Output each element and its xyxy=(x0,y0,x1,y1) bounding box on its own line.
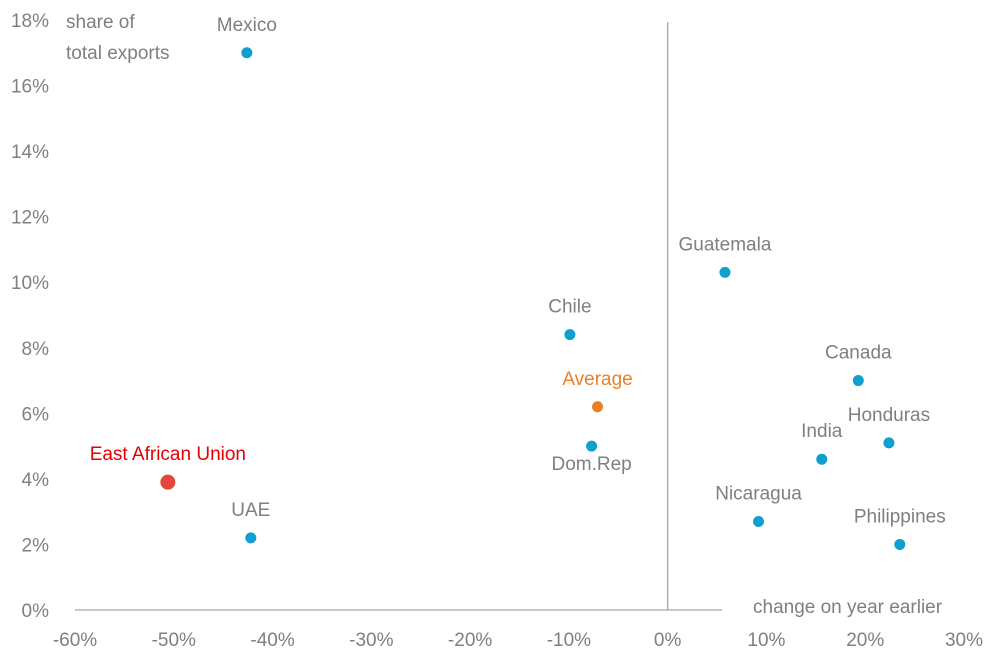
data-label: Canada xyxy=(825,343,892,364)
data-point xyxy=(241,47,253,59)
x-tick-label: -60% xyxy=(53,630,97,651)
x-axis-label: change on year earlier xyxy=(753,597,943,618)
tick-labels: -60% -50% -40% -30% -20% -10% 0% 10% 20% 30% 0% 2% 4… xyxy=(11,11,983,651)
data-label: East African Union xyxy=(90,444,246,465)
y-axis-label-line-1: share of xyxy=(66,12,135,33)
data-point xyxy=(564,329,576,341)
data-point xyxy=(245,532,257,544)
y-tick-label: 6% xyxy=(22,404,50,425)
x-tick-label: -10% xyxy=(547,630,591,651)
x-tick-label: -30% xyxy=(349,630,393,651)
y-tick-label: 8% xyxy=(22,339,50,360)
x-tick-label: 20% xyxy=(846,630,884,651)
y-tick-label: 14% xyxy=(11,142,49,163)
data-label: Chile xyxy=(548,297,591,318)
y-tick-label: 18% xyxy=(11,11,49,32)
data-label: UAE xyxy=(231,500,270,521)
data-point xyxy=(894,538,906,550)
data-label: Philippines xyxy=(854,506,946,527)
x-tick-label: -20% xyxy=(448,630,492,651)
x-tick-label: 30% xyxy=(945,630,983,651)
y-tick-label: 2% xyxy=(22,535,50,556)
data-label: India xyxy=(801,421,843,442)
y-tick-label: 4% xyxy=(22,470,50,491)
y-tick-label: 16% xyxy=(11,77,49,98)
y-tick-label: 0% xyxy=(22,601,50,622)
data-point xyxy=(592,401,604,413)
x-tick-label: -50% xyxy=(152,630,196,651)
axes xyxy=(75,22,722,611)
x-tick-label: 10% xyxy=(747,630,785,651)
data-point xyxy=(852,375,864,387)
y-tick-label: 12% xyxy=(11,208,49,229)
x-tick-label: -40% xyxy=(250,630,294,651)
data-label: Dom.Rep xyxy=(551,454,631,475)
data-label: Honduras xyxy=(848,405,930,426)
data-point xyxy=(816,453,828,465)
data-point xyxy=(719,266,731,278)
y-tick-label: 10% xyxy=(11,273,49,294)
data-label: Guatemala xyxy=(678,234,771,255)
data-point xyxy=(883,437,895,449)
y-axis-label-line-2: total exports xyxy=(66,43,170,64)
data-point xyxy=(753,516,765,527)
data-label: Nicaragua xyxy=(715,484,802,505)
data-label: Average xyxy=(562,369,632,390)
x-tick-label: 0% xyxy=(654,630,682,651)
data-label: Mexico xyxy=(217,15,277,36)
data-point xyxy=(586,440,598,452)
data-points: Mexico East African Union UAE Chile Average D… xyxy=(90,15,946,550)
data-point xyxy=(160,474,176,490)
